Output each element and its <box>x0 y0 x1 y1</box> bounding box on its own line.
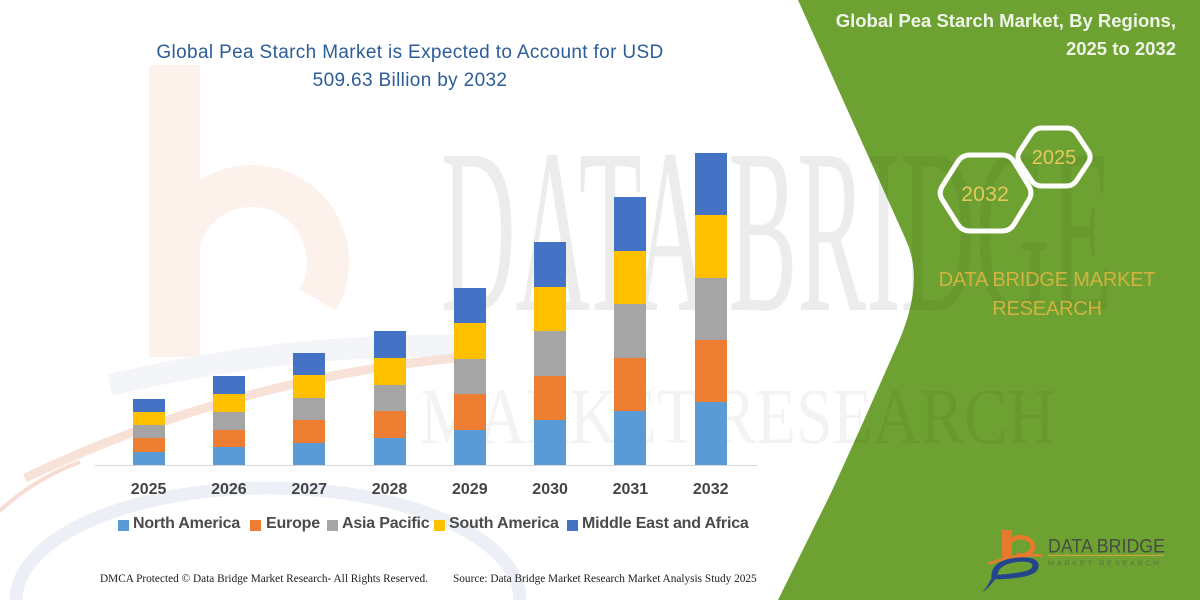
svg-text:2025: 2025 <box>1032 147 1077 169</box>
svg-text:MARKET RESEARCH: MARKET RESEARCH <box>1048 559 1162 568</box>
svg-text:2032: 2032 <box>961 182 1009 206</box>
svg-text:DATA BRIDGE: DATA BRIDGE <box>1048 536 1165 558</box>
